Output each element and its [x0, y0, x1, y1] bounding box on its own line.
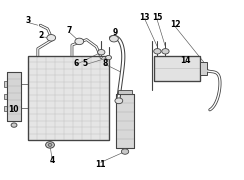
Circle shape — [115, 98, 123, 104]
Circle shape — [154, 49, 161, 54]
Circle shape — [98, 50, 105, 55]
Circle shape — [48, 143, 52, 146]
Text: 15: 15 — [152, 13, 162, 22]
Bar — [7, 72, 21, 121]
Text: 3: 3 — [25, 16, 31, 25]
Text: 9: 9 — [112, 28, 118, 37]
Bar — [28, 56, 109, 140]
Text: 6: 6 — [73, 58, 78, 68]
Text: 5: 5 — [83, 58, 88, 68]
Text: 12: 12 — [170, 20, 181, 29]
Text: 7: 7 — [66, 26, 71, 35]
Text: 11: 11 — [95, 160, 106, 169]
Bar — [118, 90, 132, 94]
Text: 14: 14 — [180, 56, 190, 65]
Circle shape — [121, 149, 129, 154]
Text: 4: 4 — [49, 156, 55, 165]
Bar — [116, 94, 134, 148]
Text: 13: 13 — [139, 13, 150, 22]
Bar — [4, 82, 7, 87]
Bar — [4, 94, 7, 99]
Circle shape — [106, 55, 112, 60]
Bar — [4, 106, 7, 111]
Text: 8: 8 — [103, 58, 108, 68]
Text: 2: 2 — [38, 31, 44, 40]
Bar — [200, 62, 207, 75]
Circle shape — [11, 123, 17, 127]
Bar — [154, 56, 200, 81]
Circle shape — [75, 38, 84, 45]
Bar — [7, 72, 21, 121]
Bar — [154, 56, 200, 81]
Circle shape — [47, 35, 56, 41]
Circle shape — [46, 142, 54, 148]
Circle shape — [110, 35, 118, 42]
Circle shape — [162, 49, 169, 54]
Bar — [28, 56, 109, 140]
Text: 10: 10 — [8, 105, 18, 114]
Bar — [116, 94, 134, 148]
